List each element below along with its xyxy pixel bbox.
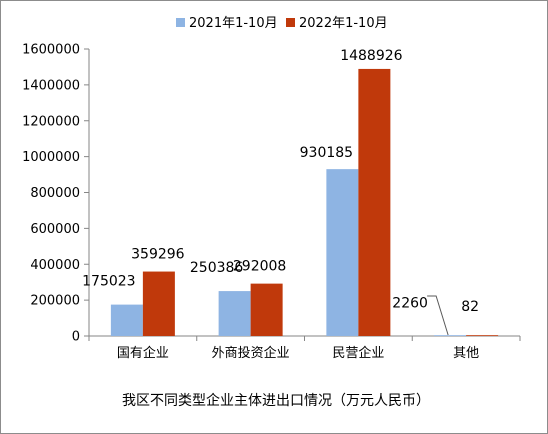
data-label: 292008 — [233, 259, 286, 275]
data-label: 175023 — [82, 274, 135, 290]
legend-swatch — [176, 18, 185, 27]
legend-label: 2022年1-10月 — [299, 16, 388, 31]
bar-2021 — [434, 335, 467, 336]
bars — [110, 68, 499, 337]
bar-2021 — [218, 291, 251, 336]
data-labels: 175023 250386 930185 2260 359296 292008 148892… — [82, 48, 479, 336]
bar-2021 — [110, 304, 143, 336]
data-label: 82 — [461, 299, 479, 315]
x-tick-label: 民营企业 — [332, 345, 384, 361]
chart-title: 我区不同类型企业主体进出口情况（万元人民币） — [122, 392, 430, 409]
y-tick-label: 800000 — [30, 186, 80, 201]
bar-2022 — [466, 335, 499, 336]
bar-2022 — [358, 68, 391, 337]
bar-2022 — [142, 271, 175, 336]
data-label: 1488926 — [340, 48, 402, 64]
x-axis: 国有企业 外商投资企业 民营企业 其他 — [88, 335, 521, 361]
y-tick-label: 200000 — [30, 294, 80, 309]
y-tick-label: 1400000 — [22, 78, 80, 93]
bar-2021 — [326, 169, 359, 336]
data-label: 250386 — [190, 260, 244, 276]
data-label: 359296 — [131, 247, 185, 263]
y-tick-label: 600000 — [30, 222, 80, 237]
y-axis: 0 200000 400000 600000 800000 1000000 1200000 1… — [22, 43, 90, 345]
legend: 2021年1-10月 2022年1-10月 — [176, 16, 388, 31]
y-tick-label: 1600000 — [22, 43, 80, 58]
y-tick-label: 1200000 — [22, 114, 80, 129]
y-tick-label: 0 — [72, 330, 80, 345]
legend-label: 2021年1-10月 — [189, 16, 278, 31]
x-tick-label: 国有企业 — [117, 345, 169, 361]
x-tick-label: 其他 — [453, 346, 479, 361]
bar-2022 — [250, 283, 283, 336]
y-tick-label: 1000000 — [22, 150, 80, 165]
data-label: 930185 — [300, 145, 353, 161]
x-tick-label: 外商投资企业 — [212, 345, 290, 361]
leader-line — [427, 295, 449, 336]
data-label: 2260 — [392, 296, 428, 312]
legend-swatch — [286, 18, 295, 27]
y-tick-label: 400000 — [30, 258, 80, 273]
